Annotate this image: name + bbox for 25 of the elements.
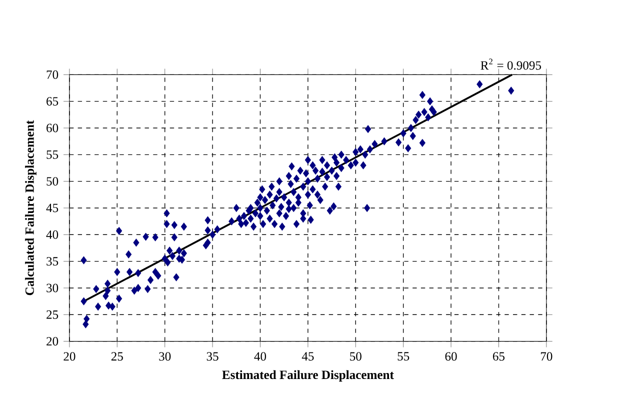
y-tick-label: 35 [46,257,58,266]
y-axis-title: Calculated Failure Displacement [25,120,36,296]
y-tick-label: 60 [46,124,58,132]
y-tick-label: 70 [46,70,58,79]
y-tick-label: 50 [46,177,58,186]
x-tick-label: 65 [492,352,505,361]
x-tick-label: 60 [445,352,457,361]
y-tick-label: 65 [46,97,58,106]
x-tick-label: 70 [540,352,552,361]
x-axis-title: Estimated Failure Displacement [222,370,394,382]
x-tick-label: 35 [206,352,218,361]
text: R$^{2}$ = 0.9095 [480,58,542,70]
y-tick-label: 25 [46,310,58,319]
y-tick-label: 55 [46,150,58,159]
x-tick-label: 30 [159,352,171,361]
x-tick-label: 55 [398,352,410,361]
x-tick-label: 50 [350,352,362,361]
x-tick-label: 40 [254,352,266,361]
y-tick-label: 45 [46,204,58,212]
x-tick-label: 45 [302,352,314,361]
x-tick-label: 20 [64,352,76,361]
y-tick-label: 30 [46,284,58,292]
y-tick-label: 40 [46,230,58,239]
y-tick-label: 20 [46,337,58,346]
x-tick-label: 25 [111,352,123,361]
